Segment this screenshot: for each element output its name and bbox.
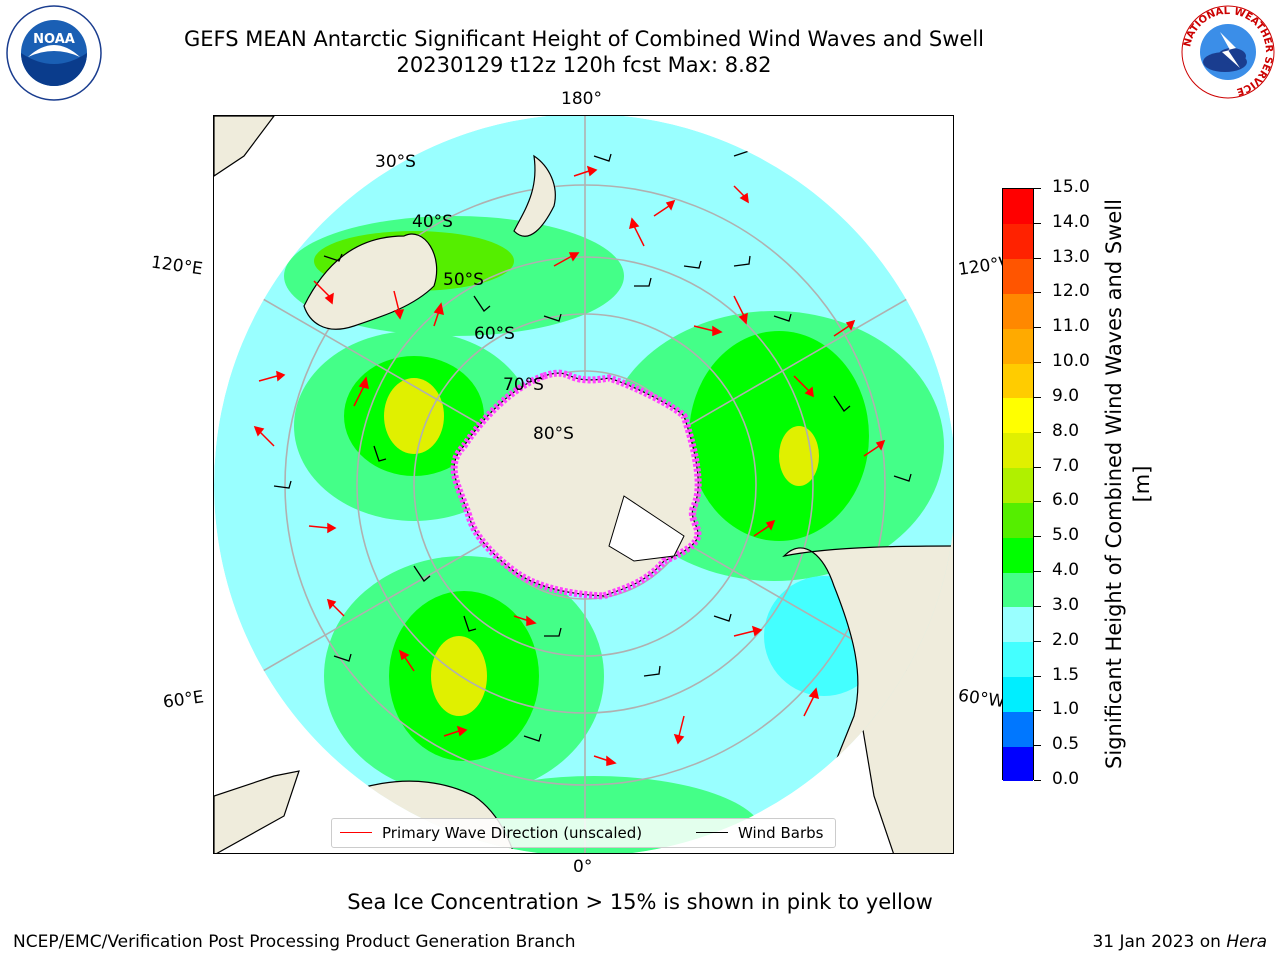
colorbar-segment [1003,258,1033,294]
colorbar-tick [1034,222,1041,224]
colorbar-tick-label: 7.0 [1052,455,1080,476]
colorbar-tick-label: 1.5 [1052,664,1080,685]
lon-label-60e: 60°E [161,687,206,713]
colorbar-tick [1034,536,1041,538]
colorbar-tick-label: 8.0 [1052,420,1080,441]
colorbar-tick [1034,466,1041,468]
colorbar-tick-label: 14.0 [1052,211,1090,232]
legend-wind-barbs: Wind Barbs [738,824,824,842]
wave-direction-arrows [253,165,886,766]
colorbar-tick-label: 11.0 [1052,316,1090,337]
footer-producer: NCEP/EMC/Verification Post Processing Pr… [13,932,576,952]
colorbar-tick-label: 4.0 [1052,560,1080,581]
colorbar-segment [1003,293,1033,329]
sea-ice-caption: Sea Ice Concentration > 15% is shown in … [347,890,933,914]
colorbar-tick [1034,431,1041,433]
map-legend: Primary Wave Direction (unscaled) Wind B… [331,818,836,848]
new-zealand [513,154,556,237]
colorbar-tick [1034,710,1041,712]
colorbar-segment [1003,572,1033,608]
wave-height-map [214,116,953,853]
colorbar-segment [1003,676,1033,712]
legend-wave-direction: Primary Wave Direction (unscaled) [382,824,643,842]
wind-barbs [273,143,912,742]
colorbar [1002,188,1034,782]
lon-label-0: 0° [573,857,593,877]
colorbar-tick [1034,188,1041,189]
colorbar-tick [1034,257,1041,259]
footer-date: 31 Jan 2023 on Hera [1092,932,1267,952]
colorbar-tick [1034,605,1041,607]
colorbar-segment [1003,606,1033,643]
lat-label-60s: 60°S [474,324,515,344]
colorbar-tick [1034,745,1041,747]
colorbar-tick [1034,292,1041,294]
colorbar-tick-label: 12.0 [1052,281,1090,302]
lat-label-50s: 50°S [443,270,484,290]
colorbar-segment [1003,711,1033,747]
lat-label-30s: 30°S [375,152,416,172]
chart-title: GEFS MEAN Antarctic Significant Height o… [183,27,985,51]
lon-label-120e: 120°E [149,252,204,280]
lat-label-70s: 70°S [503,375,544,395]
lat-label-40s: 40°S [412,212,453,232]
wave-direction-swatch [340,832,372,833]
polar-map [213,115,954,854]
colorbar-segment [1003,432,1033,469]
colorbar-segment [1003,363,1033,399]
colorbar-segment [1003,397,1033,434]
footer-date-text: 31 Jan 2023 on [1092,932,1227,952]
colorbar-tick [1034,640,1041,642]
lon-label-60w: 60°W [956,685,1007,713]
noaa-logo: NOAA [6,5,102,101]
colorbar-segment [1003,537,1033,573]
wave-height-fill [284,216,944,853]
colorbar-tick-label: 9.0 [1052,385,1080,406]
ice-shelf [608,495,685,562]
colorbar-tick [1034,675,1041,677]
australia [303,233,438,330]
colorbar-tick-label: 13.0 [1052,246,1090,267]
colorbar-segment [1003,189,1033,225]
colorbar-tick-label: 0.0 [1052,769,1080,789]
colorbar-title: Significant Height of Combined Wind Wave… [1102,199,1154,769]
colorbar-segment [1003,502,1033,538]
colorbar-tick [1034,571,1041,573]
colorbar-tick-label: 15.0 [1052,177,1090,197]
colorbar-tick [1034,780,1041,781]
colorbar-tick [1034,396,1041,398]
chart-subtitle: 20230129 t12z 120h fcst Max: 8.82 [396,53,772,77]
colorbar-segment [1003,746,1033,782]
colorbar-segment [1003,641,1033,678]
colorbar-tick-label: 1.0 [1052,699,1080,720]
colorbar-tick-label: 10.0 [1052,351,1090,372]
colorbar-tick-label: 6.0 [1052,490,1080,511]
lon-label-180: 180° [561,89,602,109]
footer-machine: Hera [1226,932,1267,952]
colorbar-tick-label: 5.0 [1052,525,1080,546]
colorbar-tick-label: 0.5 [1052,734,1080,755]
colorbar-tick [1034,501,1041,503]
nws-logo: NATIONAL WEATHER SERVICE [1181,5,1275,99]
colorbar-segment [1003,467,1033,503]
colorbar-segment [1003,223,1033,260]
lat-label-80s: 80°S [533,424,574,444]
noaa-logo-text: NOAA [33,32,75,47]
colorbar-segment [1003,328,1033,364]
wind-barb-swatch [696,832,728,833]
sea-ice-edge [450,369,702,600]
colorbar-tick [1034,362,1041,364]
colorbar-tick [1034,327,1041,329]
colorbar-tick-label: 3.0 [1052,594,1080,615]
colorbar-tick-label: 2.0 [1052,629,1080,650]
